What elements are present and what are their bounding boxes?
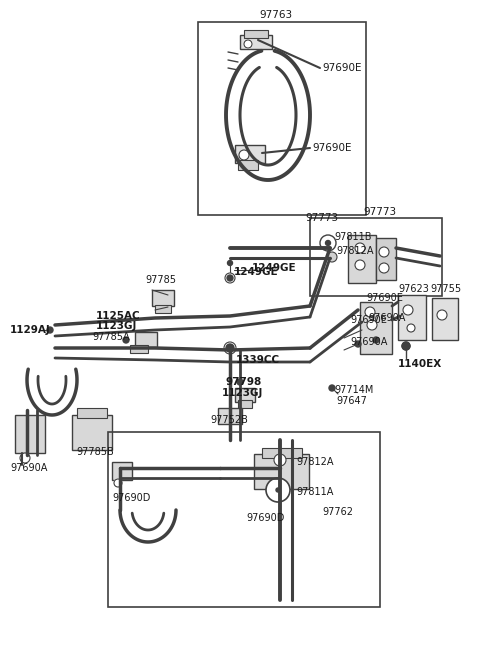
Text: 97690A: 97690A — [368, 313, 406, 323]
Circle shape — [407, 324, 415, 332]
Text: 97763: 97763 — [259, 10, 293, 20]
Bar — [155, 305, 171, 313]
Text: 97812A: 97812A — [336, 246, 373, 256]
Circle shape — [355, 243, 365, 253]
Text: 97690D: 97690D — [246, 513, 284, 523]
Circle shape — [355, 341, 361, 347]
Circle shape — [20, 453, 30, 463]
Circle shape — [244, 40, 252, 48]
Bar — [244, 30, 268, 38]
Bar — [77, 408, 107, 418]
Text: 97785B: 97785B — [76, 447, 114, 457]
Circle shape — [355, 260, 365, 270]
Bar — [376, 238, 396, 280]
Circle shape — [276, 488, 280, 492]
Circle shape — [226, 344, 234, 352]
Text: 97785A: 97785A — [92, 332, 130, 342]
Bar — [108, 432, 380, 607]
Text: 97690D: 97690D — [112, 493, 150, 503]
Text: 1339CC: 1339CC — [236, 355, 280, 365]
Bar — [432, 298, 458, 340]
Circle shape — [274, 454, 286, 466]
Text: 97623: 97623 — [398, 284, 429, 294]
Bar — [15, 415, 45, 453]
Bar — [238, 160, 258, 170]
Text: 97690A: 97690A — [350, 337, 387, 347]
Text: 97773: 97773 — [305, 213, 338, 223]
Text: 97690E: 97690E — [366, 293, 403, 303]
Text: 1125AC: 1125AC — [96, 311, 141, 321]
Circle shape — [329, 385, 335, 391]
Bar — [310, 218, 442, 296]
Bar — [112, 462, 132, 480]
Bar — [130, 345, 148, 353]
Text: 97811B: 97811B — [334, 232, 372, 242]
Circle shape — [244, 40, 252, 48]
Circle shape — [276, 456, 284, 464]
Bar — [72, 415, 112, 450]
Bar — [235, 388, 255, 402]
Circle shape — [437, 310, 447, 320]
Bar — [240, 35, 272, 49]
Circle shape — [365, 307, 375, 317]
Text: 97755: 97755 — [430, 284, 461, 294]
Text: 1249GE: 1249GE — [252, 263, 297, 273]
Text: 97690E: 97690E — [312, 143, 351, 153]
Text: 97773: 97773 — [363, 207, 396, 217]
Circle shape — [227, 275, 233, 281]
Bar — [152, 290, 174, 306]
Circle shape — [373, 337, 379, 343]
Bar — [360, 302, 392, 354]
Circle shape — [228, 261, 232, 265]
Circle shape — [114, 479, 122, 487]
Circle shape — [367, 320, 377, 330]
Text: 97798: 97798 — [226, 377, 262, 387]
Bar — [348, 235, 376, 283]
Text: 97812A: 97812A — [296, 457, 334, 467]
Text: 97690A: 97690A — [10, 463, 48, 473]
Text: 97714M: 97714M — [334, 385, 373, 395]
Bar — [218, 408, 242, 424]
Text: 97690E: 97690E — [350, 315, 387, 325]
Text: 97785: 97785 — [145, 275, 176, 285]
Text: 1129AJ: 1129AJ — [10, 325, 51, 335]
Text: 97647: 97647 — [336, 396, 367, 406]
Circle shape — [402, 342, 410, 350]
Bar — [254, 454, 309, 489]
Circle shape — [327, 252, 337, 262]
Circle shape — [379, 263, 389, 273]
Circle shape — [22, 455, 28, 461]
Circle shape — [241, 152, 247, 158]
Bar — [262, 448, 302, 458]
Circle shape — [403, 305, 413, 315]
Text: 97752B: 97752B — [210, 415, 248, 425]
Text: 97811A: 97811A — [296, 487, 334, 497]
Bar — [238, 400, 252, 408]
Circle shape — [237, 379, 243, 385]
Bar — [198, 22, 366, 215]
Bar — [235, 145, 265, 163]
Circle shape — [47, 327, 53, 333]
Text: 1140EX: 1140EX — [398, 359, 442, 369]
Circle shape — [266, 478, 290, 502]
Circle shape — [239, 150, 249, 160]
Text: 97690E: 97690E — [322, 63, 361, 73]
Text: 1123GJ: 1123GJ — [96, 321, 137, 331]
Circle shape — [379, 247, 389, 257]
Bar — [398, 295, 426, 340]
Circle shape — [123, 337, 129, 343]
Circle shape — [325, 240, 331, 246]
Text: 97762: 97762 — [322, 507, 353, 517]
Bar — [135, 332, 157, 347]
Text: 1249GE: 1249GE — [234, 267, 278, 277]
Circle shape — [320, 235, 336, 251]
Text: 1123GJ: 1123GJ — [222, 388, 264, 398]
